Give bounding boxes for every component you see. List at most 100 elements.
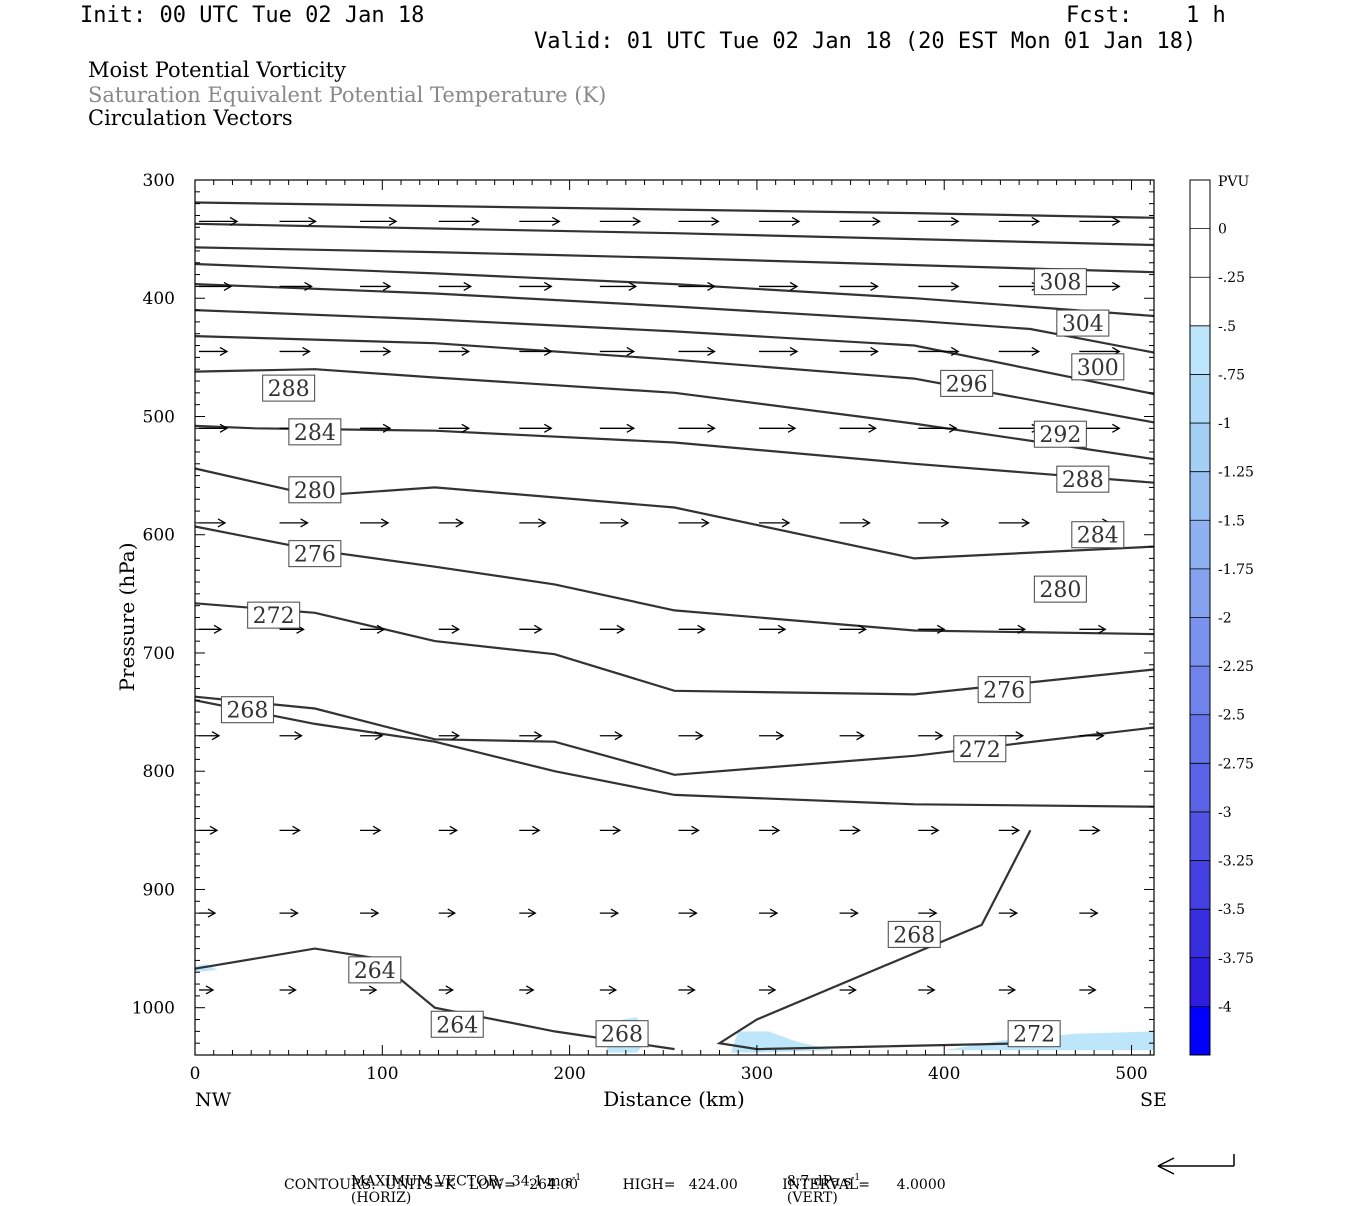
vector-head-9-3 [445,985,455,995]
colorbar-cell-15 [1190,957,1210,1007]
contour-316 [194,246,1155,274]
colorbar-label-15: -3.75 [1218,951,1254,967]
contour-308 [194,283,1155,354]
contour-label-3: 296 [946,372,988,397]
contour-label-20: 268 [226,699,268,724]
max-vector-vert-sup: -1 [851,1173,861,1183]
colorbar-cell-3 [1190,374,1210,424]
vector-head-5-10 [1017,624,1027,634]
left-endpoint-label: NW [195,1089,232,1111]
colorbar-label-10: -2.5 [1218,708,1245,724]
vector-head-3-9 [948,423,958,433]
vector-head-4-2 [380,518,390,528]
vector-head-7-5 [612,825,622,835]
x-tick-label-3: 300 [741,1064,773,1084]
vector-head-8-9 [928,908,938,918]
vector-head-1-8 [870,281,879,291]
y-tick-label-7: 1000 [132,999,175,1019]
vector-head-4-9 [940,518,950,528]
contour-324 [194,201,1155,219]
y-axis-label: Pressure (hPa) [115,543,139,692]
vector-head-0-1 [308,216,317,226]
vector-head-7-8 [852,825,861,835]
vector-head-6-11 [1096,731,1105,741]
vector-head-9-11 [1088,985,1097,995]
vector-head-2-9 [950,346,960,357]
contour-label-6: 284 [1077,524,1119,549]
vector-head-6-2 [374,731,384,741]
contour-label-box-14 [1007,1020,1061,1048]
vector-head-3-5 [626,423,636,433]
vector-head-5-0 [213,624,223,634]
vector-head-1-7 [789,281,799,291]
contour-label-5: 288 [1062,468,1104,493]
contour-label-box-4 [1033,420,1087,448]
init-time: Init: 00 UTC Tue 02 Jan 18 [80,3,425,28]
vector-head-5-9 [936,624,946,634]
vector-head-9-1 [288,985,297,995]
contour-label-box-7 [1033,575,1087,603]
contour-label-12: 264 [436,1013,478,1038]
vector-head-3-0 [219,423,229,433]
vector-head-0-10 [1031,216,1041,226]
vector-head-6-3 [451,731,461,741]
colorbar-cell-9 [1190,666,1210,715]
vector-head-9-0 [205,985,215,995]
contour-300 [194,335,1155,424]
x-tick-label-5: 500 [1115,1064,1147,1084]
max-vector-text: MAXIMUM VECTOR: 34.1 m s [350,1173,573,1190]
colorbar-unit: PVU [1218,174,1250,190]
vector-head-4-3 [455,518,465,528]
vector-head-9-5 [608,985,618,995]
vector-head-0-2 [388,216,398,226]
colorbar-label-12: -3 [1218,805,1232,821]
vector-head-8-1 [290,908,299,918]
vector-head-3-8 [868,423,877,433]
contour-label-box-2 [1071,353,1125,381]
vector-head-4-0 [217,518,227,528]
contour-label-16: 284 [294,421,336,446]
colorbar-label-9: -2.25 [1218,659,1254,675]
reference-vector-head2 [1157,1165,1175,1175]
vector-head-5-3 [451,624,461,634]
vector-head-9-9 [926,985,936,995]
vector-head-4-6 [701,518,710,528]
vector-head-5-8 [858,624,867,634]
vector-head-9-4 [525,985,535,995]
vector-head-8-2 [370,908,380,918]
vector-head-2-7 [789,346,799,357]
contour-label-box-16 [288,418,342,446]
vector-head-6-4 [533,731,543,741]
vector-head-0-6 [711,216,720,226]
right-endpoint-label: SE [1140,1089,1167,1111]
contour-label-2: 300 [1077,356,1119,381]
colorbar-cell-6 [1190,520,1210,569]
contour-label-box-18 [288,540,342,568]
contour-label-7: 280 [1039,578,1081,603]
vector-head-8-7 [769,908,779,918]
vector-head-9-7 [767,985,777,995]
x-tick-label-0: 0 [190,1064,201,1084]
contour-label-box-20 [220,696,274,724]
contour-280 [194,602,1155,696]
vector-head-7-11 [1092,825,1101,835]
vector-head-4-10 [1021,518,1031,528]
y-tick-label-0: 300 [143,171,175,191]
contour-264 [194,947,675,1051]
vector-head-6-8 [856,731,865,741]
colorbar-label-7: -1.75 [1218,562,1254,578]
contour-label-box-1 [1056,309,1110,337]
vector-head-1-5 [628,281,638,291]
vector-head-7-6 [691,825,700,835]
contour-292 [194,424,1155,484]
field-title-vectors: Circulation Vectors [88,106,293,130]
contour-label-15: 288 [268,377,310,402]
y-tick-label-2: 500 [143,407,175,427]
vector-head-1-0 [223,281,233,291]
vector-head-8-10 [1009,908,1019,918]
vector-head-0-7 [791,216,801,226]
vector-head-0-3 [471,216,481,226]
vector-head-8-4 [527,908,537,918]
vector-head-7-0 [209,825,219,835]
vector-head-6-7 [775,731,785,741]
